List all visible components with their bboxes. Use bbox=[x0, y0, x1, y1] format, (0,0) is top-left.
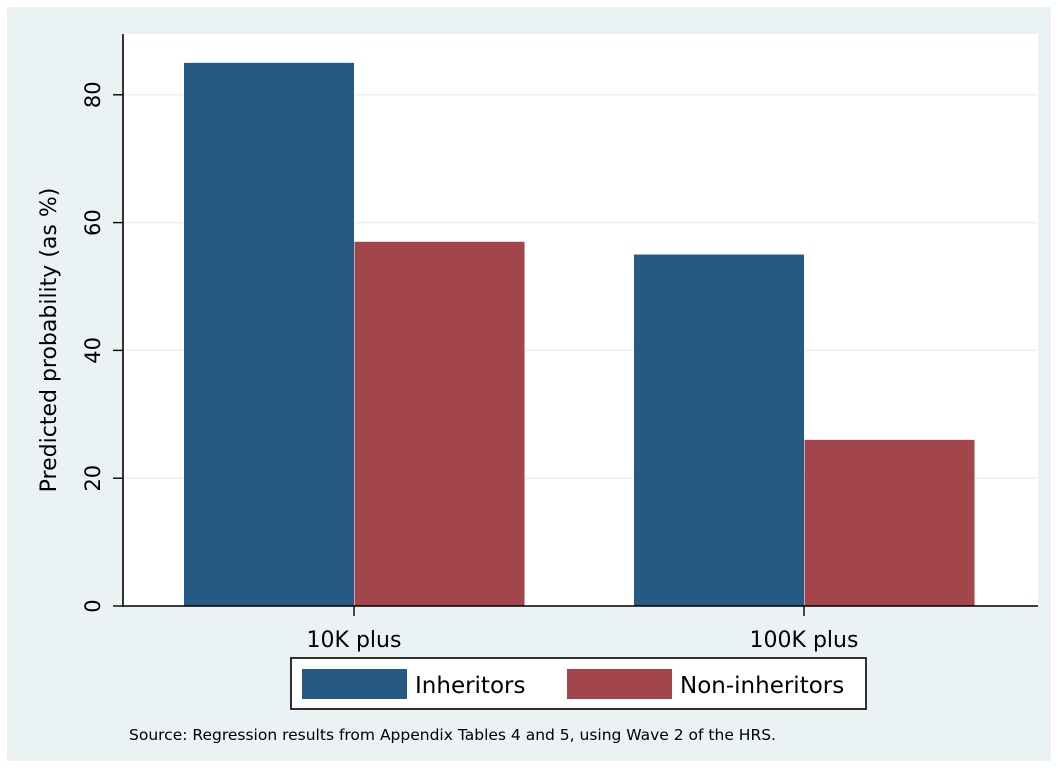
legend-swatch-non-inheritors bbox=[567, 669, 672, 699]
x-category-labels: 10K plus 100K plus bbox=[307, 606, 859, 653]
y-tick-label: 40 bbox=[81, 337, 105, 364]
chart-container: 0 20 40 60 80 10K plus 100K plus Predicted pr… bbox=[7, 7, 1051, 761]
legend-label: Non-inheritors bbox=[680, 673, 844, 699]
y-tick-label: 60 bbox=[81, 209, 105, 236]
bar-inheritors-0 bbox=[184, 62, 354, 607]
bar-non-inheritors-0 bbox=[354, 241, 525, 606]
y-tick-label: 20 bbox=[81, 465, 105, 492]
y-tick-label: 0 bbox=[81, 599, 105, 612]
legend: Inheritors Non-inheritors bbox=[290, 657, 867, 710]
x-category-label: 10K plus bbox=[307, 628, 402, 653]
y-tick-label: 80 bbox=[81, 81, 105, 108]
bar-chart: 0 20 40 60 80 10K plus 100K plus Predicted pr… bbox=[37, 34, 1038, 744]
bars bbox=[184, 62, 975, 607]
x-category-label: 100K plus bbox=[750, 628, 859, 653]
legend-swatch-inheritors bbox=[302, 669, 407, 699]
y-ticks: 0 20 40 60 80 bbox=[81, 81, 123, 613]
y-axis-label: Predicted probability (as %) bbox=[37, 188, 62, 493]
bar-non-inheritors-1 bbox=[804, 439, 975, 606]
axes bbox=[122, 34, 1038, 607]
bar-inheritors-1 bbox=[634, 254, 804, 607]
source-note: Source: Regression results from Appendix… bbox=[129, 726, 776, 744]
legend-label: Inheritors bbox=[415, 673, 525, 699]
